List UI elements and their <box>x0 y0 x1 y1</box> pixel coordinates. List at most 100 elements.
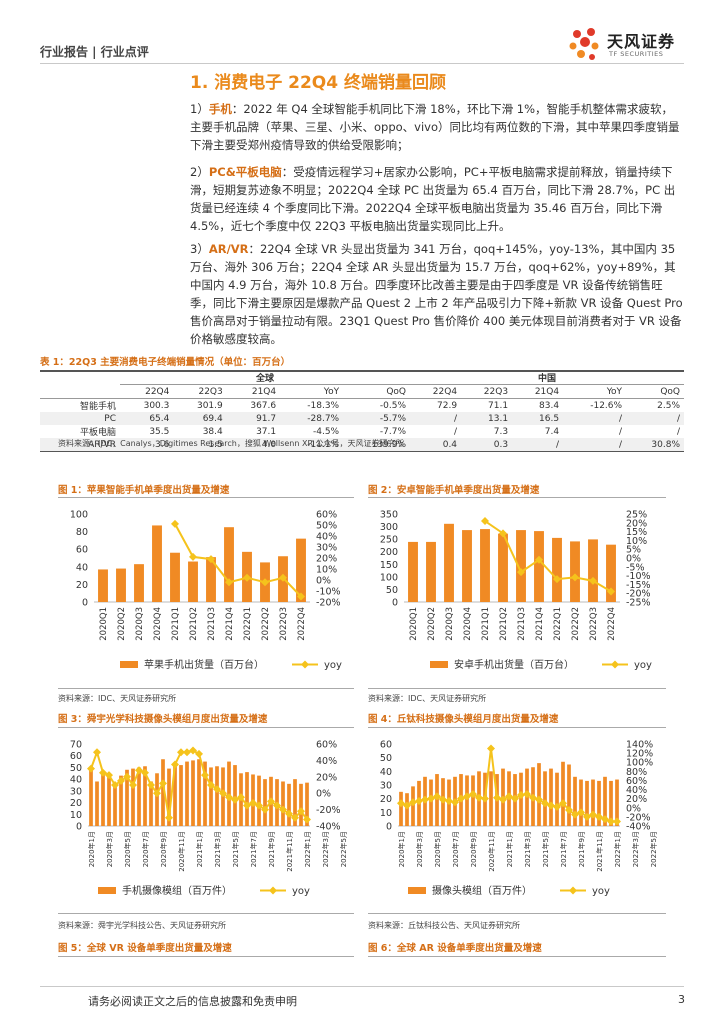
yoy-point <box>541 799 549 808</box>
brand-sub: TF SECURITIES <box>609 50 664 58</box>
bar <box>143 766 147 826</box>
right-axis-tick: 50% <box>316 521 337 532</box>
x-axis-tick: 2022年1月 <box>613 831 622 867</box>
column-header: 22Q3 <box>173 384 227 399</box>
bar <box>287 783 291 826</box>
bar <box>185 761 189 826</box>
yoy-point <box>183 748 191 757</box>
bar <box>606 544 616 602</box>
yoy-point <box>147 781 155 789</box>
x-axis-tick: 2021年9月 <box>577 831 586 867</box>
paragraph-key: 手机 <box>208 102 232 116</box>
right-axis-tick: 10% <box>316 565 337 576</box>
bar <box>489 771 493 826</box>
table-cell: -4.5% <box>312 426 340 437</box>
right-axis-tick: -20% <box>316 598 341 609</box>
yoy-point <box>267 797 275 806</box>
fig1-source: 资料来源：IDC、天风证券研究所 <box>58 694 177 703</box>
bar <box>555 772 559 826</box>
tf-securities-logo: 天风证券 TF SECURITIES <box>565 24 695 64</box>
yoy-point <box>433 792 441 801</box>
bar <box>299 783 303 826</box>
table-cell: / <box>563 438 627 452</box>
x-axis-tick: 2020年11月 <box>487 831 496 872</box>
right-axis-tick: -10% <box>316 587 341 598</box>
x-axis-tick: 2021Q1 <box>481 607 491 641</box>
x-axis-tick: 2021年3月 <box>213 831 222 867</box>
yoy-point <box>135 766 143 775</box>
chart-qtech-camera-modules: 0102030405060-40%-20%0%20%40%60%80%100%1… <box>380 740 668 898</box>
yoy-point <box>523 790 531 799</box>
left-axis-tick: 50 <box>386 585 398 596</box>
shipments-table: 全球 中国 22Q4 22Q3 21Q4 YoY QoQ 22Q4 22Q3 21Q4 YoY Q… <box>40 371 684 452</box>
yoy-point <box>475 793 483 802</box>
yoy-point <box>195 749 203 758</box>
bar <box>125 769 129 826</box>
fig2-title: 图 2：安卓智能手机单季度出货量及增速 <box>368 485 540 496</box>
table-row: AR/VR 3.6 1.5 4.0 -11.1% 139.9% 0.4 0.3//30.8% <box>40 438 684 452</box>
x-axis-tick: 2021Q2 <box>189 607 199 641</box>
left-axis-tick: 40 <box>76 562 88 573</box>
yoy-point <box>571 810 579 819</box>
yoy-point <box>225 793 233 802</box>
right-axis-tick: -25% <box>626 598 651 609</box>
yoy-point <box>297 592 305 601</box>
yoy-point <box>285 809 293 818</box>
legend-line-marker <box>611 660 619 669</box>
left-axis-tick: 10 <box>380 808 392 819</box>
fig5-title: 图 5：全球 VR 设备单季度出货量及增速 <box>58 943 232 954</box>
yoy-point <box>553 575 561 584</box>
bar <box>552 537 562 602</box>
table-cell: 0.4 <box>410 438 462 452</box>
paragraph-pc-tablet: 2）PC&平板电脑：受疫情远程学习+居家办公影响，PC+平板电脑需求提前释放，销… <box>190 163 684 235</box>
x-axis-tick: 2021年5月 <box>231 831 240 867</box>
bar <box>405 793 409 826</box>
x-axis-tick: 2022Q4 <box>607 607 617 641</box>
paragraph-text: ：22Q4 全球 VR 头显出货量为 341 万台，qoq+145%，yoy-1… <box>190 242 683 346</box>
yoy-point <box>499 795 507 804</box>
yoy-point <box>165 813 173 822</box>
legend-line-marker <box>301 660 309 669</box>
fig2-rule <box>368 497 666 498</box>
yoy-point <box>427 794 435 803</box>
table-cell: -18.3% <box>307 400 340 411</box>
yoy-point <box>231 795 239 804</box>
yoy-point <box>279 805 287 814</box>
left-axis-tick: 70 <box>70 740 82 751</box>
yoy-point <box>517 568 525 577</box>
table-cell: / <box>676 426 680 437</box>
x-axis-tick: 2021年11月 <box>285 831 294 872</box>
x-axis-tick: 2022Q1 <box>553 607 563 641</box>
x-axis-tick: 2020年5月 <box>123 831 132 867</box>
yoy-point <box>255 801 263 810</box>
fig4-bottom-rule <box>368 913 666 914</box>
legend-line-marker <box>269 886 277 895</box>
bar <box>155 773 159 826</box>
yoy-point <box>487 744 495 753</box>
bar <box>170 552 180 602</box>
right-axis-tick: -40% <box>626 822 651 833</box>
bar <box>188 561 198 602</box>
x-axis-tick: 2022Q3 <box>279 607 289 641</box>
brand-name: 天风证券 <box>607 32 676 51</box>
x-axis-tick: 2020Q2 <box>427 607 437 641</box>
footer-divider <box>40 986 684 987</box>
table-cell: -7.7% <box>379 426 407 437</box>
x-axis-tick: 2021年7月 <box>559 831 568 867</box>
right-axis-tick: 20% <box>316 772 337 783</box>
bar <box>609 780 613 826</box>
paragraph-phone: 1）手机：2022 年 Q4 全球智能手机同比下滑 18%，环比下滑 1%，智能… <box>190 100 684 154</box>
logo-mark-icon <box>569 28 599 60</box>
legend-bar-label: 手机摄像模组（百万件） <box>122 884 232 897</box>
column-header: QoQ <box>626 384 684 399</box>
x-axis-tick: 2022Q1 <box>243 607 253 641</box>
bar <box>179 765 183 826</box>
x-axis-tick: 2022年5月 <box>339 831 348 867</box>
bar <box>119 775 123 826</box>
yoy-point <box>159 779 167 788</box>
yoy-point <box>481 517 489 526</box>
bar <box>588 539 598 602</box>
yoy-point <box>589 576 597 585</box>
table-cell: 7.3 <box>493 426 509 437</box>
